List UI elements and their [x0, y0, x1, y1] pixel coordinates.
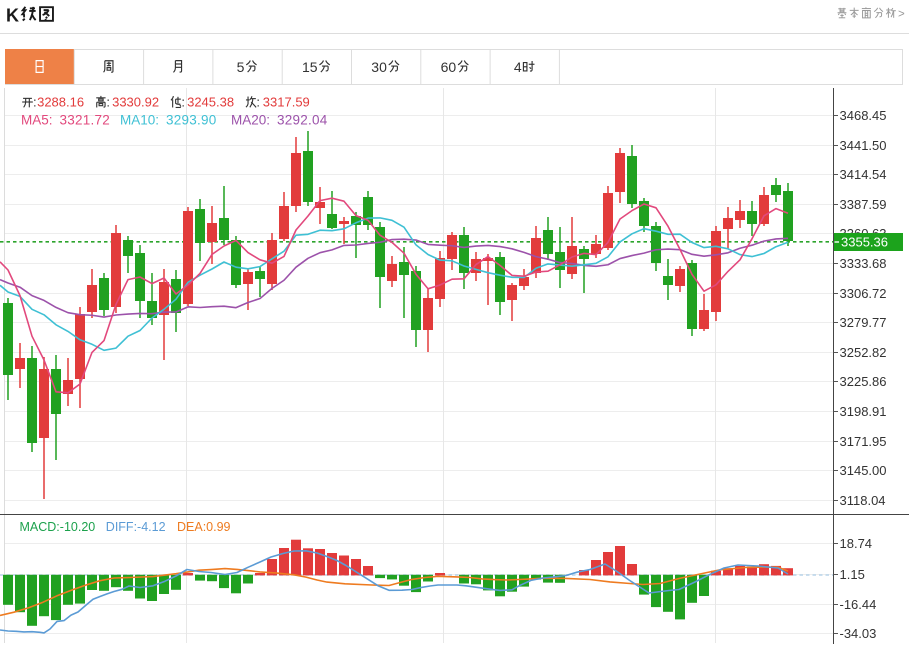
svg-text:3468.45: 3468.45: [840, 108, 887, 123]
svg-text:3225.86: 3225.86: [840, 374, 887, 389]
svg-text:MACD:-10.20: MACD:-10.20: [20, 520, 96, 534]
svg-text:K: K: [6, 6, 19, 26]
svg-text:3321.72: 3321.72: [60, 113, 111, 128]
svg-text:15: 15: [302, 59, 318, 75]
svg-text:4: 4: [514, 59, 522, 75]
svg-text:3245.38: 3245.38: [187, 95, 234, 110]
svg-text:MA20:: MA20:: [231, 113, 270, 128]
svg-text:-16.44: -16.44: [840, 597, 877, 612]
svg-text:3306.72: 3306.72: [840, 286, 887, 301]
svg-text:DEA:0.99: DEA:0.99: [177, 520, 231, 534]
svg-text:>: >: [898, 9, 905, 21]
svg-text:60: 60: [441, 59, 457, 75]
svg-text::: :: [33, 95, 37, 110]
svg-text:MA5:: MA5:: [21, 113, 53, 128]
svg-text:3279.77: 3279.77: [840, 315, 887, 330]
svg-text:5: 5: [237, 59, 245, 75]
svg-text:3145.00: 3145.00: [840, 463, 887, 478]
svg-text:3317.59: 3317.59: [263, 95, 310, 110]
svg-text:3355.36: 3355.36: [841, 235, 888, 250]
svg-text::: :: [256, 95, 260, 110]
svg-text:3330.92: 3330.92: [112, 95, 159, 110]
svg-text:3441.50: 3441.50: [840, 138, 887, 153]
svg-text:-34.03: -34.03: [840, 626, 877, 641]
svg-text:3414.54: 3414.54: [840, 167, 887, 182]
svg-text:3198.91: 3198.91: [840, 404, 887, 419]
svg-text:3288.16: 3288.16: [37, 95, 84, 110]
svg-text:3171.95: 3171.95: [840, 434, 887, 449]
svg-text::: :: [106, 95, 110, 110]
svg-text:1.15: 1.15: [840, 567, 865, 582]
svg-text:3118.04: 3118.04: [840, 493, 886, 508]
svg-text::: :: [181, 95, 185, 110]
svg-text:3252.82: 3252.82: [840, 345, 887, 360]
svg-text:18.74: 18.74: [840, 536, 873, 551]
svg-text:3292.04: 3292.04: [277, 113, 328, 128]
svg-text:3293.90: 3293.90: [166, 113, 217, 128]
svg-text:MA10:: MA10:: [120, 113, 159, 128]
svg-text:DIFF:-4.12: DIFF:-4.12: [106, 520, 166, 534]
svg-text:3387.59: 3387.59: [840, 197, 887, 212]
svg-text:30: 30: [371, 59, 387, 75]
svg-text:3333.68: 3333.68: [840, 256, 887, 271]
